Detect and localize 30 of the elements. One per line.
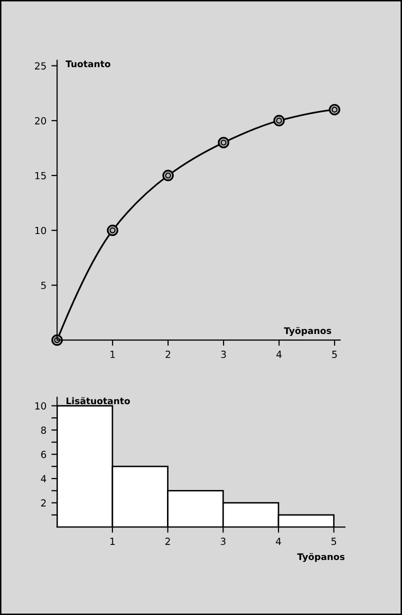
x-tick-label: 2 [165, 538, 170, 545]
y-axis-title: Lisätuotanto [66, 397, 130, 404]
point [51, 334, 63, 346]
x-tick-label: 4 [276, 350, 282, 358]
x-tick-label: 5 [332, 350, 337, 358]
point [328, 104, 340, 116]
y-tick-label: 4 [40, 475, 46, 482]
point [273, 114, 285, 126]
y-tick-label: 5 [41, 282, 46, 290]
x-tick-label: 1 [110, 538, 115, 545]
y-tick-label: 10 [35, 402, 46, 410]
y-axis-title: Tuotanto [66, 60, 110, 68]
y-tick-label: 2 [41, 499, 46, 506]
y-tick-label: 10 [35, 226, 46, 234]
y-tick-label: 25 [35, 62, 46, 70]
y-tick-label: 20 [35, 117, 46, 124]
point [162, 170, 174, 182]
y-tick-label: 15 [35, 172, 46, 180]
x-axis-title: Työpanos [284, 326, 332, 336]
x-tick-label: 3 [221, 350, 226, 358]
x-tick-label: 4 [276, 538, 282, 545]
y-tick-label: 8 [41, 426, 46, 434]
x-axis-title: Työpanos [297, 553, 344, 562]
x-tick-label: 5 [332, 538, 336, 545]
point [218, 136, 230, 148]
point [106, 224, 118, 236]
y-tick-label: 6 [41, 450, 46, 458]
x-tick-label: 1 [110, 350, 115, 358]
x-tick-label: 3 [220, 538, 226, 545]
x-tick-label: 2 [166, 350, 170, 358]
